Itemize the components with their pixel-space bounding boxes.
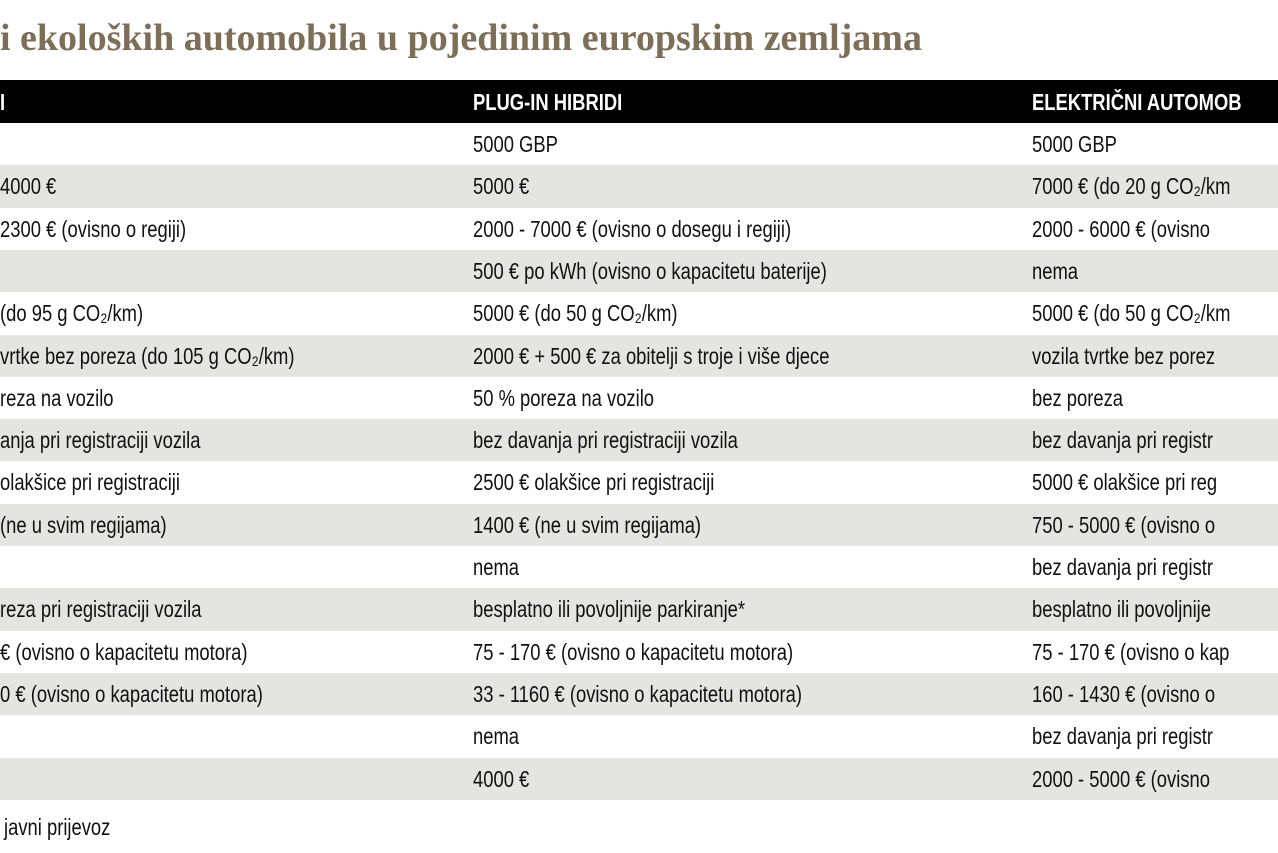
table-cell: 2500 € olakšice pri registraciji: [473, 469, 715, 496]
table-cell: bez davanja pri registraciji vozila: [473, 427, 738, 454]
header-cell: I: [0, 89, 6, 115]
table-cell: olakšice pri registraciji: [0, 469, 180, 496]
table-cell: 0 € (ovisno o kapacitetu motora): [0, 680, 263, 707]
table-cell: 5000 € (do 50 g CO₂/km): [473, 300, 678, 327]
row-band: [0, 672, 1278, 716]
table-cell: 7000 € (do 20 g CO₂/km: [1032, 173, 1231, 200]
table-cell: vozila tvrtke bez porez: [1032, 342, 1216, 369]
table-cell: 75 - 170 € (ovisno o kapacitetu motora): [473, 638, 794, 665]
table-cell: 160 - 1430 € (ovisno o: [1032, 680, 1216, 707]
table-cell: 2000 - 5000 € (ovisno: [1032, 765, 1210, 792]
row-band: [0, 165, 1278, 208]
row-band: [0, 419, 1278, 462]
table-cell: bez davanja pri registr: [1032, 554, 1214, 580]
header-cell: ELEKTRIČNI AUTOMOB: [1032, 89, 1242, 115]
row-band: [0, 503, 1278, 546]
table-cell: 2000 - 7000 € (ovisno o dosegu i regiji): [473, 215, 792, 242]
table-cell: 500 € po kWh (ovisno o kapacitetu bateri…: [473, 257, 827, 284]
table-cell: besplatno ili povoljnije parkiranje*: [473, 596, 746, 623]
table-cell: anja pri registraciji vozila: [0, 427, 201, 454]
footnote: javni prijevoz: [4, 814, 111, 840]
table-cell: 2000 € + 500 € za obitelji s troje i viš…: [473, 342, 830, 369]
table-cell: 5000 €: [473, 173, 530, 200]
table-cell: reza na vozilo: [0, 384, 114, 411]
table-cell: 4000 €: [473, 765, 530, 792]
table-cell: (ne u svim regijama): [0, 511, 167, 538]
table-cell: 5000 GBP: [473, 131, 558, 157]
table-cell: € (ovisno o kapacitetu motora): [0, 638, 248, 665]
table-cell: 1400 € (ne u svim regijama): [473, 511, 702, 538]
table-cell: 5000 € olakšice pri reg: [1032, 469, 1218, 496]
table-cell: nema: [1032, 257, 1079, 284]
table-cell: 5000 € (do 50 g CO₂/km: [1032, 300, 1231, 327]
table-cell: 33 - 1160 € (ovisno o kapacitetu motora): [473, 680, 802, 707]
table-cell: 5000 GBP: [1032, 131, 1117, 157]
row-band: [0, 249, 1278, 293]
table-cell: 2300 € (ovisno o regiji): [0, 215, 187, 242]
table-cell: 750 - 5000 € (ovisno o: [1032, 511, 1216, 538]
table-cell: nema: [473, 554, 520, 580]
table-cell: bez davanja pri registr: [1032, 723, 1214, 750]
table-cell: nema: [473, 723, 520, 750]
table-cell: 2000 - 6000 € (ovisno: [1032, 215, 1210, 242]
table-cell: reza pri registraciji vozila: [0, 596, 202, 623]
header-cell: PLUG-IN HIBRIDI: [473, 89, 623, 115]
table-cell: besplatno ili povoljnije: [1032, 596, 1212, 623]
table-cell: (do 95 g CO₂/km): [0, 300, 144, 327]
table-cell: bez davanja pri registr: [1032, 427, 1214, 454]
table-cell: 75 - 170 € (ovisno o kap: [1032, 638, 1230, 665]
row-band: [0, 588, 1278, 631]
row-band: [0, 757, 1278, 800]
table-cell: 50 % poreza na vozilo: [473, 384, 655, 411]
header-band: [0, 80, 1278, 123]
table-cell: 4000 €: [0, 173, 57, 200]
row-band: [0, 334, 1278, 377]
table-cell: bez poreza: [1032, 384, 1124, 411]
table-cell: vrtke bez poreza (do 105 g CO₂/km): [0, 342, 295, 369]
title: i ekoloških automobila u pojedinim europ…: [0, 17, 922, 59]
